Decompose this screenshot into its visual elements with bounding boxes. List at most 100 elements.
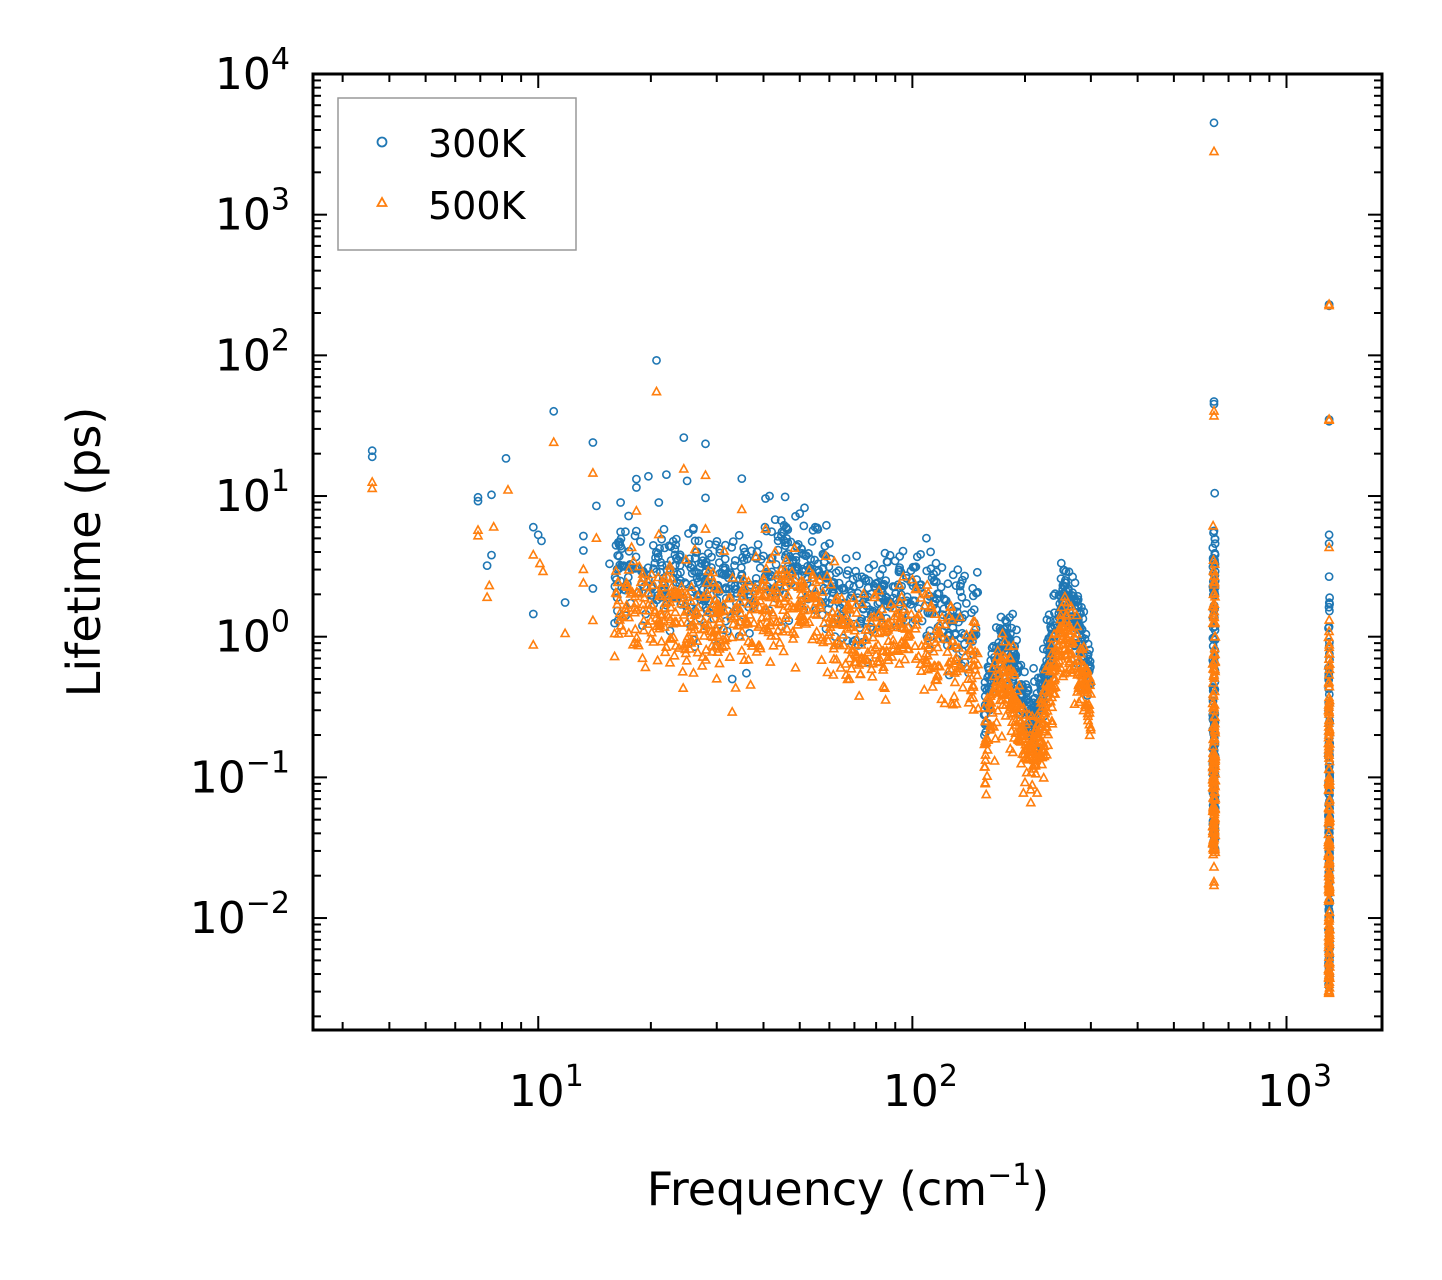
data-point-500k [757,579,769,590]
data-point-500k [996,653,1008,664]
data-point-500k [653,528,665,539]
data-point-300k [662,470,671,479]
data-point-500k [1209,825,1221,836]
data-point-300k [877,580,887,590]
data-point-500k [502,484,514,494]
data-point-500k [931,628,943,638]
data-point-500k [808,602,819,612]
data-point-500k [1208,554,1219,565]
data-point-300k [660,543,669,553]
data-point-500k [760,523,771,533]
data-point-500k [707,566,719,577]
data-point-500k [692,601,704,612]
data-point-500k [867,631,879,642]
data-point-500k [1022,752,1033,763]
data-point-300k [588,438,598,447]
data-point-300k [751,574,761,583]
data-point-300k [487,490,496,500]
data-point-500k [769,545,781,556]
data-point-500k [673,586,685,597]
data-point-500k [876,603,888,614]
data-point-500k [985,688,997,699]
data-point-500k [1022,715,1034,726]
data-point-300k [679,433,689,442]
data-point-500k [677,665,689,676]
data-point-500k [894,657,905,668]
y-tick-label: 102 [215,323,290,381]
data-point-500k [1323,737,1334,748]
data-point-300k [852,551,861,561]
data-point-500k [985,697,997,707]
data-point-500k [724,651,736,662]
data-point-500k [834,612,846,623]
data-point-500k [640,661,651,672]
data-point-500k [1209,821,1220,832]
data-point-500k [664,596,676,607]
data-point-500k [660,641,672,652]
data-point-500k [844,652,855,663]
data-point-500k [1323,849,1334,860]
y-tick-label: 101 [215,464,290,522]
data-point-500k [821,570,833,581]
data-point-500k [856,639,867,649]
data-point-500k [936,611,948,622]
data-point-500k [738,572,750,583]
data-point-300k [1325,593,1334,603]
x-tick-label: 102 [883,1059,958,1117]
data-point-500k [1208,834,1220,844]
data-point-500k [782,589,794,600]
data-point-300k [1002,623,1012,632]
data-point-500k [811,590,822,601]
data-point-300k [579,546,588,555]
data-point-500k [745,679,756,689]
data-point-500k [1055,650,1067,661]
data-point-500k [1324,714,1335,725]
data-point-500k [817,636,829,647]
data-point-500k [1323,299,1335,310]
data-point-500k [1003,688,1015,699]
data-point-500k [764,619,776,630]
data-point-300k [987,643,997,653]
data-point-500k [1324,936,1335,946]
data-point-500k [878,661,889,672]
data-point-300k [916,550,925,559]
data-point-300k [614,540,624,549]
data-point-300k [841,554,851,563]
data-point-300k [1324,572,1334,581]
data-point-500k [1323,847,1335,858]
data-point-500k [851,633,863,643]
data-point-500k [1066,606,1077,617]
data-point-500k [659,621,670,631]
data-point-500k [999,635,1011,646]
data-point-500k [957,681,969,692]
data-point-500k [1323,978,1335,989]
data-point-500k [943,656,955,667]
data-point-500k [832,607,843,618]
data-point-500k [680,647,692,658]
data-point-500k [1324,885,1336,896]
data-point-500k [669,606,681,617]
data-point-500k [1032,728,1044,739]
y-axis-title: Lifetime (ps) [57,407,111,698]
data-point-500k [698,630,710,640]
data-point-500k [666,581,677,592]
data-point-300k [847,588,856,597]
data-point-300k [1210,488,1220,498]
data-point-500k [649,604,661,615]
data-point-500k [675,617,687,627]
data-point-500k [1061,610,1073,620]
data-point-300k [560,598,570,607]
data-point-500k [1017,748,1028,758]
data-point-300k [675,550,685,560]
data-point-500k [786,565,798,576]
data-point-500k [816,654,827,665]
data-point-500k [979,760,991,771]
data-point-500k [815,601,826,612]
data-point-500k [787,626,799,636]
data-point-500k [701,586,713,597]
data-point-500k [971,669,983,680]
data-point-500k [1208,782,1220,793]
data-point-500k [1323,839,1334,849]
data-point-500k [714,612,726,623]
data-point-300k [883,557,892,567]
